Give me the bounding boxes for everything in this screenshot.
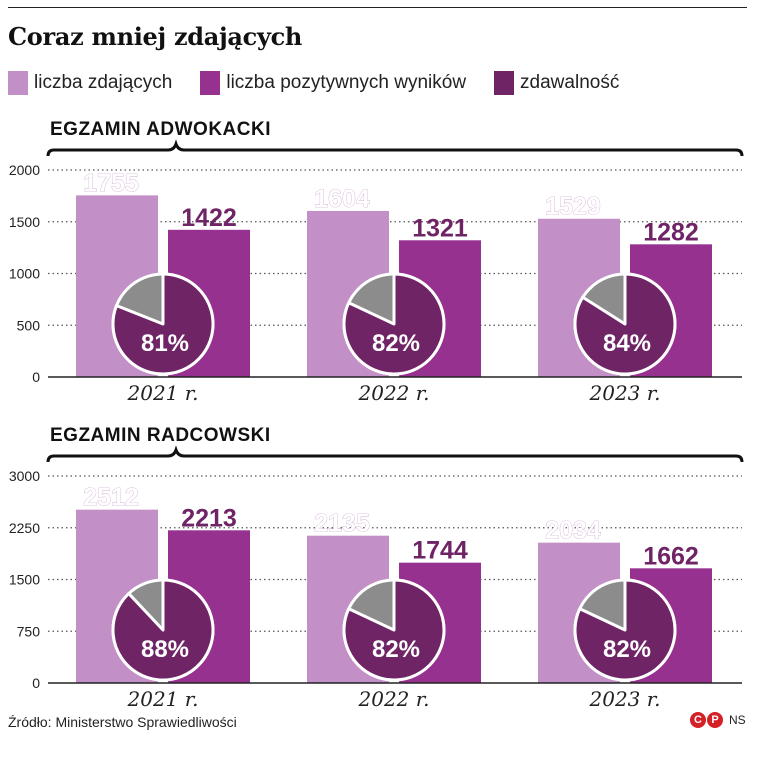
panel-title: EGZAMIN ADWOKACKI	[50, 119, 271, 140]
legend-item-pass-rate: zdawalność	[494, 71, 619, 95]
bar-label-passed: 2213	[181, 504, 237, 532]
pie-pass-slice	[573, 578, 677, 682]
legend-label-candidates: liczba zdających	[34, 72, 173, 93]
logo-letter-c: C	[690, 712, 706, 728]
bar-label-candidates: 1529	[545, 193, 601, 221]
bar-label-passed: 1662	[643, 542, 699, 570]
pie-pass-rate-label: 84%	[603, 330, 651, 357]
y-tick-label: 0	[32, 675, 40, 691]
pie-pass-slice	[573, 272, 677, 376]
bar-label-candidates: 2512	[83, 484, 139, 512]
legend-item-candidates: liczba zdających	[8, 71, 172, 95]
pie-pass-slice	[111, 272, 215, 376]
bar-label-candidates: 1604	[314, 185, 370, 213]
bar-label-passed: 1321	[412, 214, 468, 242]
pie-pass-rate-label: 81%	[141, 330, 189, 357]
bar-label-passed: 1282	[643, 218, 699, 246]
pie-pass-slice	[342, 578, 446, 682]
chart-title: Coraz mniej zdających	[8, 22, 303, 51]
x-category-label: 2022 r.	[358, 381, 430, 405]
y-tick-label: 500	[17, 317, 41, 333]
y-tick-label: 2000	[9, 162, 40, 178]
x-category-label: 2021 r.	[127, 381, 199, 405]
panel-brace	[46, 139, 744, 157]
y-tick-label: 1500	[9, 572, 40, 588]
legend-item-passed: liczba pozytywnych wyników	[200, 71, 466, 95]
bar-label-candidates: 1755	[83, 169, 139, 197]
publisher-logo: C P NS	[690, 712, 746, 728]
y-tick-label: 0	[32, 369, 40, 385]
logo-letter-p: P	[707, 712, 723, 728]
author-initials: NS	[729, 713, 746, 727]
bar-label-passed: 1744	[412, 537, 468, 565]
top-rule	[8, 7, 747, 8]
pie-pass-rate-label: 82%	[372, 636, 420, 663]
legend-swatch-passed	[200, 71, 221, 95]
legend-swatch-pass-rate	[494, 71, 515, 95]
panel-brace	[46, 445, 744, 463]
legend: liczba zdających liczba pozytywnych wyni…	[8, 68, 647, 98]
source-note: Źródło: Ministerstwo Sprawiedliwości	[8, 714, 237, 730]
bar-label-candidates: 2034	[545, 517, 601, 545]
x-category-label: 2021 r.	[127, 687, 199, 711]
pie-pass-slice	[342, 272, 446, 376]
x-category-label: 2023 r.	[589, 381, 661, 405]
pie-pass-rate-label: 82%	[603, 636, 651, 663]
panel-title: EGZAMIN RADCOWSKI	[50, 425, 271, 446]
y-tick-label: 3000	[9, 468, 40, 484]
y-tick-label: 2250	[9, 520, 40, 536]
bar-label-candidates: 2135	[314, 510, 370, 538]
y-tick-label: 1000	[9, 266, 40, 282]
legend-swatch-candidates	[8, 71, 28, 95]
pie-pass-rate-label: 82%	[372, 330, 420, 357]
pie-pass-slice	[111, 578, 215, 682]
bar-label-passed: 1422	[181, 204, 237, 232]
y-tick-label: 750	[17, 623, 41, 639]
legend-label-passed: liczba pozytywnych wyników	[226, 72, 467, 93]
pie-pass-rate-label: 88%	[141, 636, 189, 663]
x-category-label: 2023 r.	[589, 687, 661, 711]
y-tick-label: 1500	[9, 214, 40, 230]
legend-label-pass-rate: zdawalność	[520, 72, 620, 93]
x-category-label: 2022 r.	[358, 687, 430, 711]
